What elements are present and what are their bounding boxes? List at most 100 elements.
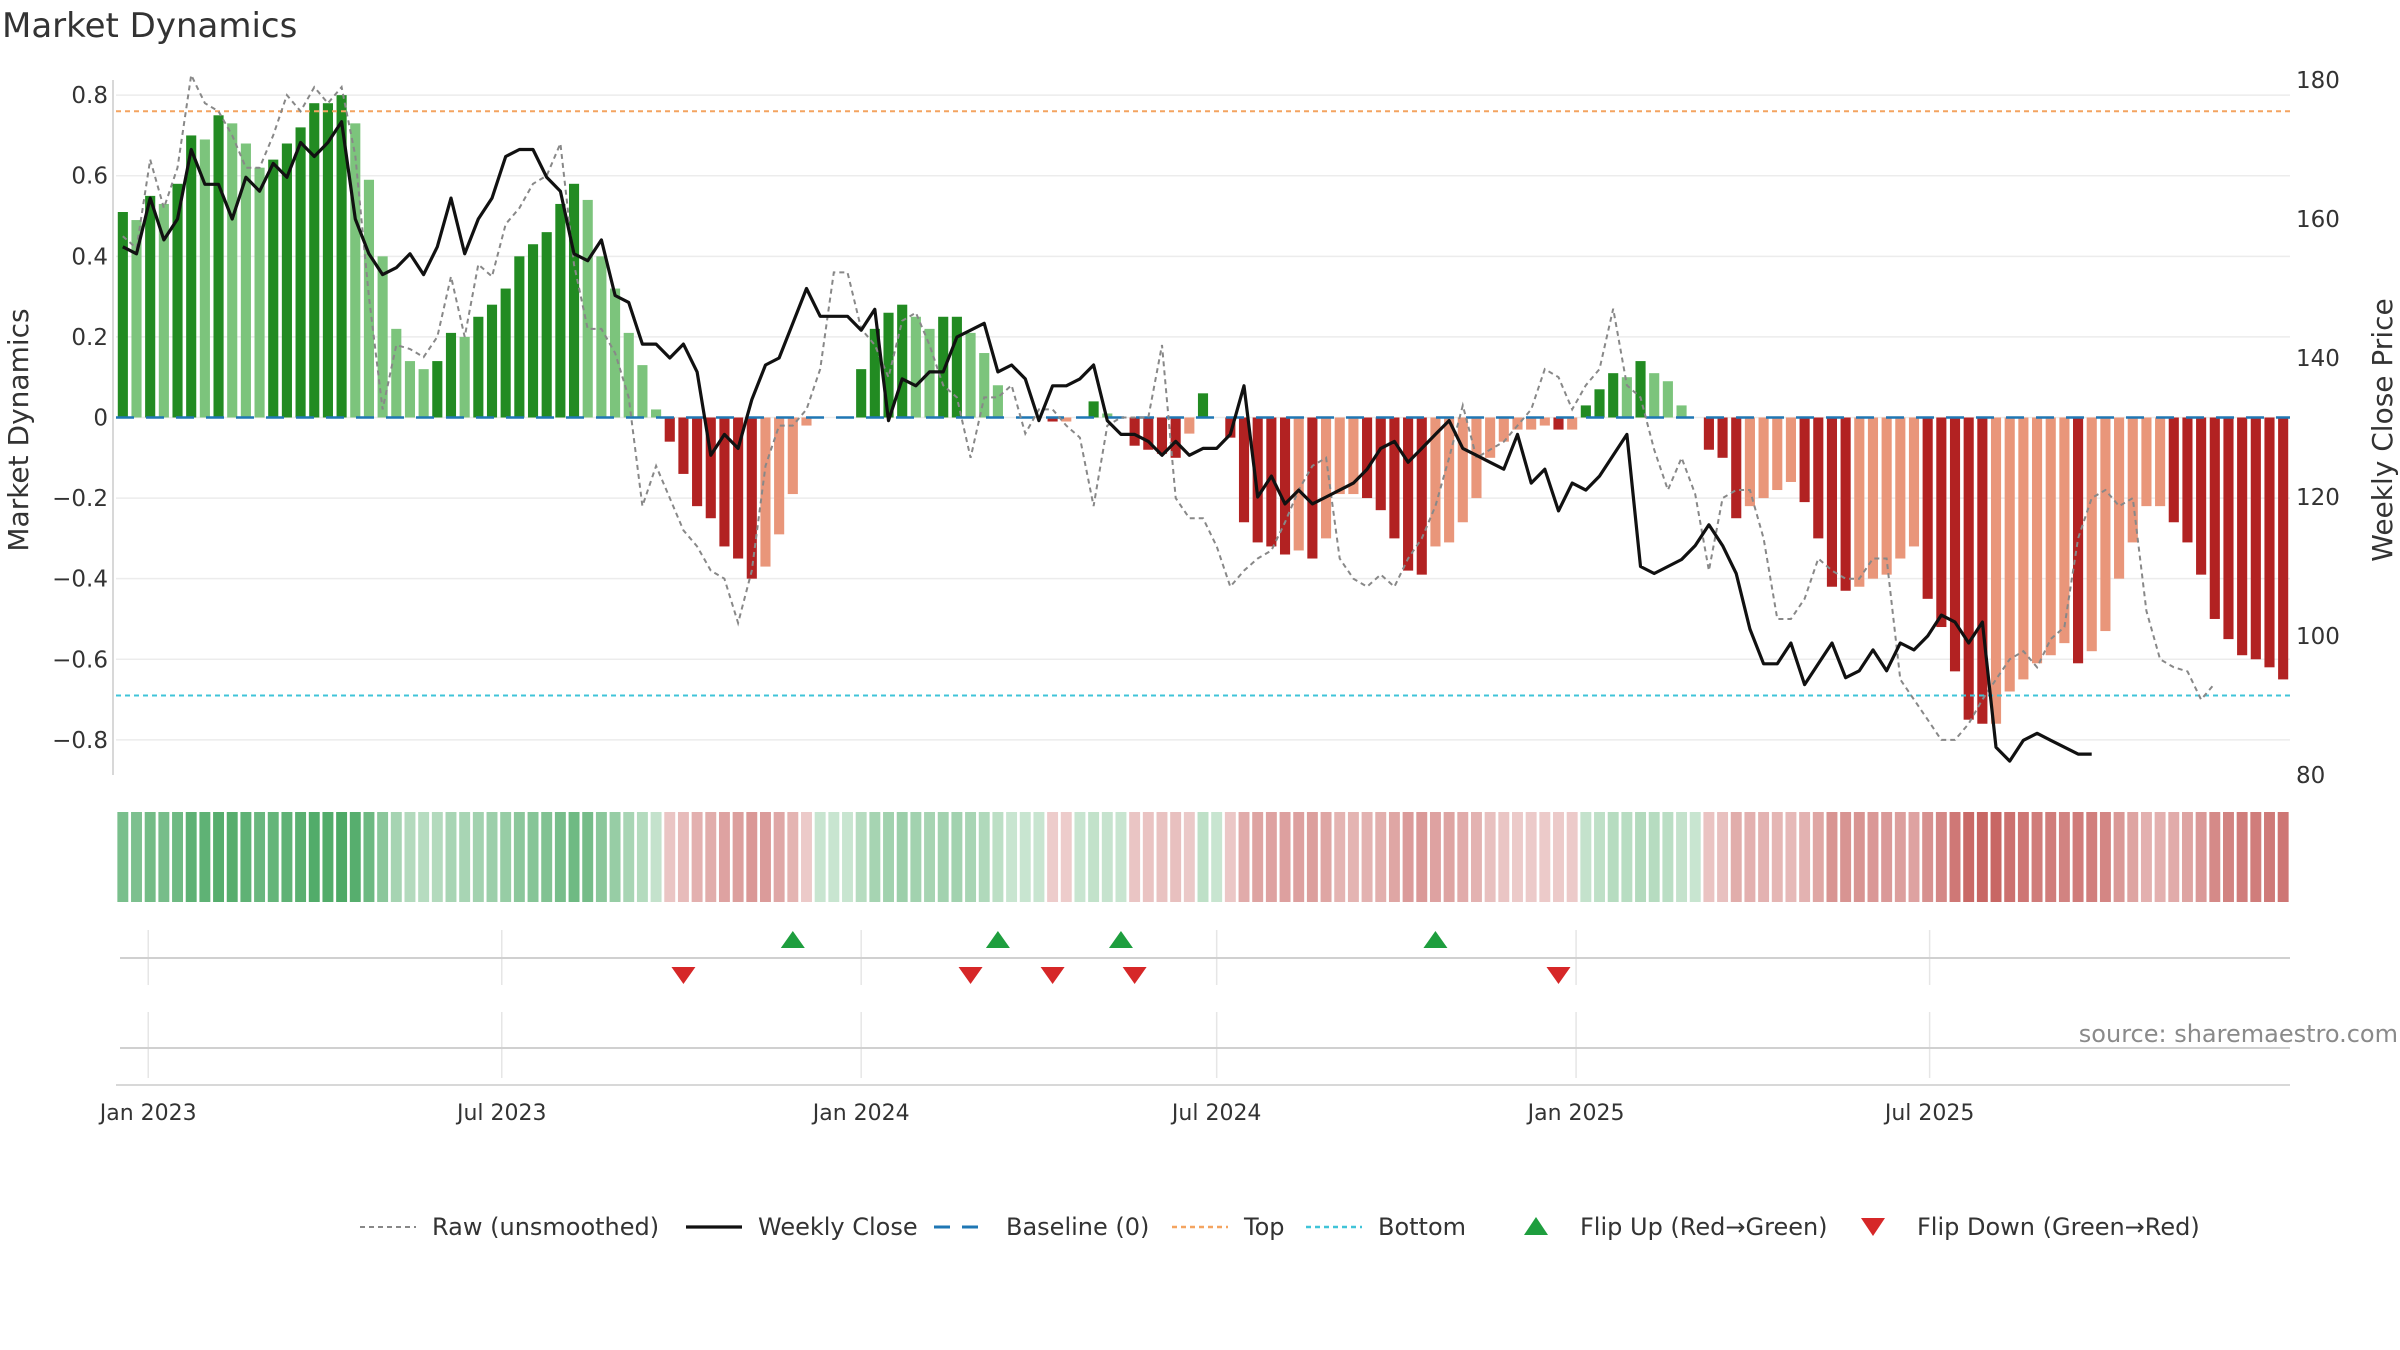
dynamics-bar — [1990, 417, 2002, 724]
dynamics-bar — [1047, 417, 1058, 422]
strip-cell — [2195, 812, 2207, 902]
strip-cell — [1019, 812, 1031, 902]
dynamics-bar — [1293, 417, 1304, 551]
dynamics-bar — [1662, 381, 1673, 418]
legend-label: Bottom — [1378, 1213, 1466, 1241]
strip-cell — [869, 812, 881, 902]
strip-cell — [2004, 812, 2016, 902]
strip-cell — [691, 812, 703, 902]
dynamics-bar — [992, 385, 1003, 418]
strip-cell — [144, 812, 156, 902]
strip-cell — [431, 812, 443, 902]
strip-cell — [2058, 812, 2070, 902]
strip-cell — [1744, 812, 1756, 902]
dynamics-bar — [281, 143, 292, 418]
dynamics-bar — [227, 123, 238, 418]
dynamics-bar — [2045, 417, 2056, 656]
dynamics-bar — [1785, 417, 1796, 482]
y2-axis-title: Weekly Close Price — [2366, 298, 2399, 561]
dynamics-bar — [1266, 417, 1277, 547]
strip-cell — [363, 812, 375, 902]
strip-cell — [117, 812, 129, 902]
dynamics-bar — [2114, 417, 2125, 579]
legend: Raw (unsmoothed) Weekly Close Baseline (0)… — [360, 1213, 2200, 1241]
dynamics-bar — [1635, 361, 1646, 418]
flip-down-marker — [958, 967, 983, 984]
x-tick-label: Jul 2024 — [1170, 1101, 1262, 1126]
y2-tick-label: 120 — [2296, 485, 2340, 511]
strip-cell — [1867, 812, 1879, 902]
dynamics-bar — [1471, 417, 1482, 499]
legend-item: Flip Down (Green→Red) — [1861, 1213, 2200, 1241]
dynamics-bar — [1854, 417, 1865, 587]
dynamics-bar — [459, 336, 470, 418]
strip-cell — [1320, 812, 1332, 902]
dynamics-bar — [1430, 417, 1441, 547]
legend-label: Top — [1243, 1213, 1285, 1241]
strip-cell — [978, 812, 990, 902]
flip-down-marker — [1122, 967, 1147, 984]
y2-tick-label: 160 — [2296, 207, 2340, 233]
strip-cell — [1908, 812, 1920, 902]
strip-cell — [2264, 812, 2275, 902]
dynamics-bar — [2127, 417, 2138, 543]
dynamics-bar — [2059, 417, 2070, 644]
strip-cell — [746, 812, 758, 902]
strip-cell — [2168, 812, 2180, 902]
dynamics-bar — [883, 312, 894, 418]
strip-cell — [390, 812, 402, 902]
dynamics-bar — [2004, 417, 2015, 692]
dynamics-bar — [1731, 417, 1742, 519]
dynamics-bar — [1129, 417, 1140, 446]
strip-cell — [1840, 812, 1852, 902]
dynamics-bar — [1826, 417, 1838, 587]
legend-label: Weekly Close — [758, 1213, 918, 1241]
strip-cell — [281, 812, 293, 902]
dynamics-bar — [555, 203, 566, 418]
dynamics-bar — [719, 417, 730, 547]
strip-cell — [773, 812, 785, 902]
dynamics-bar — [1758, 417, 1769, 499]
dynamics-bar — [582, 199, 593, 418]
strip-cell — [623, 812, 635, 902]
strip-cell — [1539, 812, 1551, 902]
dynamics-bar — [1936, 417, 1947, 628]
dynamics-bar — [637, 365, 648, 418]
y-axis-title: Market Dynamics — [2, 308, 35, 551]
strip-cell — [582, 812, 594, 902]
dynamics-bar — [746, 417, 757, 579]
strip-cell — [322, 812, 334, 902]
strip-cell — [240, 812, 252, 902]
strip-cell — [609, 812, 621, 902]
strip-cell — [1922, 812, 1934, 902]
strip-cell — [1047, 812, 1059, 902]
dynamics-bar — [1061, 417, 1072, 422]
dynamics-bar — [1922, 417, 1933, 599]
strip-cell — [568, 812, 580, 902]
dynamics-bar — [1156, 417, 1168, 454]
dynamics-bar — [1840, 417, 1851, 591]
strip-cell — [2045, 812, 2057, 902]
dynamics-bar — [1485, 417, 1496, 458]
dynamics-bar — [1799, 417, 1810, 503]
strip-cell — [595, 812, 607, 902]
weekly-close-line — [122, 120, 2092, 763]
y-tick-label: 0.4 — [71, 244, 108, 270]
y2-tick-label: 80 — [2296, 763, 2325, 789]
strip-cell — [2250, 812, 2262, 902]
dynamics-bar — [2182, 417, 2193, 543]
strip-cell — [1293, 812, 1305, 902]
strip-cell — [404, 812, 416, 902]
dynamics-bar — [117, 212, 128, 418]
dynamics-bar — [1416, 417, 1427, 575]
y-tick-label: 0.8 — [71, 83, 108, 109]
strip-cell — [500, 812, 512, 902]
strip-cell — [1470, 812, 1482, 902]
strip-cell — [185, 812, 197, 902]
strip-cell — [1156, 812, 1168, 902]
strip-cell — [459, 812, 471, 902]
y-tick-label: −0.4 — [52, 567, 108, 593]
legend-label: Flip Down (Green→Red) — [1917, 1213, 2200, 1241]
legend-item: Raw (unsmoothed) — [360, 1213, 659, 1241]
